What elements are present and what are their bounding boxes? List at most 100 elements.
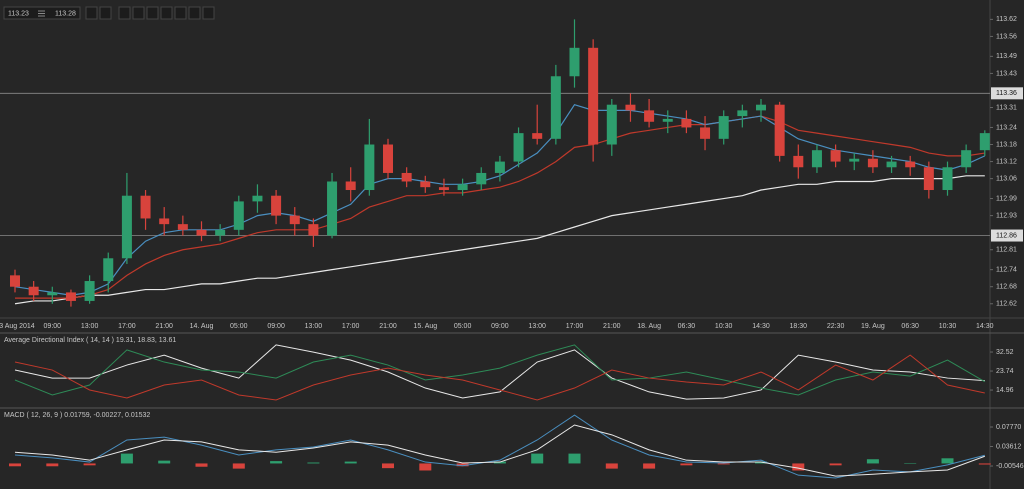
tool-button[interactable] xyxy=(146,6,159,20)
indicator-line xyxy=(14,424,985,477)
y-tick-label: 112.93 xyxy=(996,212,1017,219)
x-tick-label: 17:00 xyxy=(342,323,360,330)
histogram-bar xyxy=(382,463,394,469)
candle-body xyxy=(811,150,822,168)
x-tick-label: 14:30 xyxy=(976,323,994,330)
level-label: 112.86 xyxy=(996,232,1017,239)
candle-body xyxy=(47,292,58,296)
y-tick-label: 113.18 xyxy=(996,141,1017,148)
indicator-line xyxy=(14,344,985,400)
x-tick-label: 10:30 xyxy=(939,323,957,330)
y-tick-label: 113.62 xyxy=(996,16,1017,23)
histogram-bar xyxy=(120,453,133,464)
candle-body xyxy=(233,201,244,230)
tool-button[interactable] xyxy=(174,6,187,20)
histogram-bar xyxy=(419,463,432,471)
y-tick-label: 112.74 xyxy=(996,266,1017,273)
candle-body xyxy=(588,47,599,145)
x-tick-label: 10:30 xyxy=(715,323,733,330)
candle-body xyxy=(457,184,468,191)
histogram-bar xyxy=(307,462,320,464)
x-tick-label: 09:00 xyxy=(267,323,285,330)
x-tick-label: 18:30 xyxy=(790,323,808,330)
candle-body xyxy=(737,110,748,117)
tool-button[interactable] xyxy=(132,6,145,20)
y-tick-label: 0.07770 xyxy=(996,424,1021,431)
x-tick-label: 15. Aug xyxy=(413,323,437,330)
level-tag xyxy=(991,229,1023,242)
bid: 113.23 xyxy=(8,10,29,17)
x-tick-label: 09:00 xyxy=(491,323,509,330)
histogram-bar xyxy=(83,463,96,466)
moving-average xyxy=(15,115,985,299)
candle-body xyxy=(271,195,282,216)
histogram-bar xyxy=(344,461,357,464)
y-tick-label: 113.56 xyxy=(996,33,1017,40)
candle-body xyxy=(718,116,729,139)
histogram-bar xyxy=(195,463,208,467)
y-tick-label: 32.52 xyxy=(996,349,1014,356)
candle-body xyxy=(569,47,580,77)
candle-body xyxy=(84,281,95,301)
panel-title: MACD ( 12, 26, 9 ) 0.01759, -0.00227, 0.… xyxy=(4,412,150,419)
candle-body xyxy=(774,104,785,156)
candle-body xyxy=(886,161,897,168)
zoom-in[interactable] xyxy=(85,6,98,20)
panel-title: Average Directional Index ( 14, 14 ) 19.… xyxy=(4,337,176,344)
zoom-out[interactable] xyxy=(99,6,112,20)
x-tick-label: 13:00 xyxy=(81,323,99,330)
toolbar: 113.23 113.28 xyxy=(3,6,215,20)
candle-body xyxy=(550,76,561,139)
candle-body xyxy=(121,195,132,259)
candle-body xyxy=(830,150,841,162)
x-tick-label: 06:30 xyxy=(678,323,696,330)
histogram-bar xyxy=(829,463,842,466)
histogram-bar xyxy=(643,463,656,469)
tool-button[interactable] xyxy=(118,6,131,20)
x-tick-label: 21:00 xyxy=(603,323,621,330)
candle-body xyxy=(923,167,934,191)
candle-body xyxy=(979,133,990,151)
candle-body xyxy=(662,118,673,122)
candle-body xyxy=(196,229,207,236)
y-tick-label: 14.96 xyxy=(996,387,1014,394)
x-tick-label: 22:30 xyxy=(827,323,845,330)
x-tick-label: 13 Aug 2014 xyxy=(0,323,35,330)
candle-body xyxy=(65,292,76,301)
y-tick-label: 112.62 xyxy=(996,301,1017,308)
x-tick-label: 17:00 xyxy=(118,323,136,330)
x-tick-label: 18. Aug xyxy=(637,323,661,330)
histogram-bar xyxy=(866,459,879,464)
x-tick-label: 05:00 xyxy=(454,323,472,330)
candle-body xyxy=(700,127,711,139)
x-tick-label: 13:00 xyxy=(305,323,323,330)
x-tick-label: 05:00 xyxy=(230,323,248,330)
histogram-bar xyxy=(270,461,283,464)
tool-button[interactable] xyxy=(160,6,173,20)
candle-body xyxy=(961,150,972,168)
x-tick-label: 21:00 xyxy=(379,323,397,330)
x-tick-label: 09:00 xyxy=(44,323,62,330)
candle-body xyxy=(10,275,20,287)
x-tick-label: 13:00 xyxy=(528,323,546,330)
x-tick-label: 21:00 xyxy=(155,323,173,330)
candle-body xyxy=(756,104,766,111)
histogram-bar xyxy=(232,463,245,469)
candle-body xyxy=(681,118,692,128)
indicator-line xyxy=(14,354,985,401)
candle-body xyxy=(644,110,655,122)
candle-body xyxy=(140,195,151,219)
x-tick-label: 06:30 xyxy=(901,323,919,330)
tool-button[interactable] xyxy=(188,6,201,20)
histogram-bar xyxy=(792,463,805,471)
candle-body xyxy=(849,158,860,162)
y-tick-label: 113.24 xyxy=(996,124,1017,131)
histogram-bar xyxy=(904,463,917,464)
histogram-bar xyxy=(680,463,693,466)
y-tick-label: 0.03612 xyxy=(996,443,1021,450)
tool-button[interactable] xyxy=(202,6,215,20)
histogram-bar xyxy=(605,463,618,469)
level-tag xyxy=(991,87,1023,100)
